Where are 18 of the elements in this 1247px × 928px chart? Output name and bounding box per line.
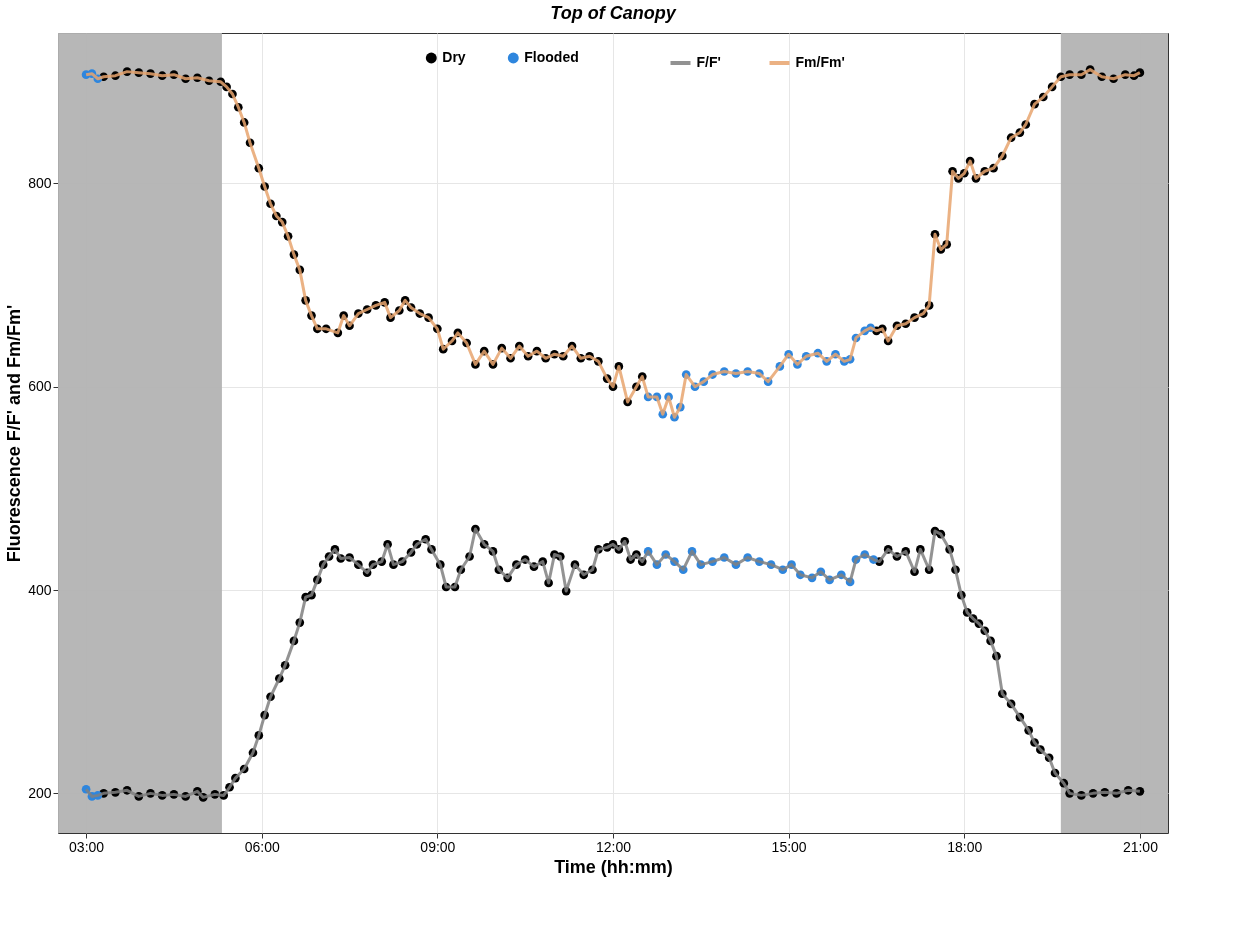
x-tick-label: 21:00: [1122, 838, 1159, 855]
y-tick-label: 400: [28, 581, 52, 598]
x-tick-label: 15:00: [771, 838, 807, 855]
x-tick-label: 09:00: [420, 838, 456, 855]
x-tick-label: 03:00: [69, 838, 105, 855]
legend-label: F/F': [696, 54, 721, 70]
y-axis-title: Fluorescence F/F' and Fm/Fm': [4, 304, 25, 563]
y-tick-label: 200: [28, 784, 52, 801]
x-tick-label: 12:00: [595, 838, 632, 855]
x-tick-label: 06:00: [244, 838, 280, 855]
x-tick-label: 18:00: [947, 838, 983, 855]
legend-label: Dry: [442, 49, 466, 65]
y-tick-label: 800: [28, 174, 52, 191]
legend-label: Flooded: [524, 49, 579, 65]
y-tick-label: 600: [28, 378, 52, 395]
legend-label: Fm/Fm': [795, 54, 845, 70]
chart-title: Top of Canopy: [550, 3, 677, 23]
x-axis-title: Time (hh:mm): [554, 856, 673, 877]
